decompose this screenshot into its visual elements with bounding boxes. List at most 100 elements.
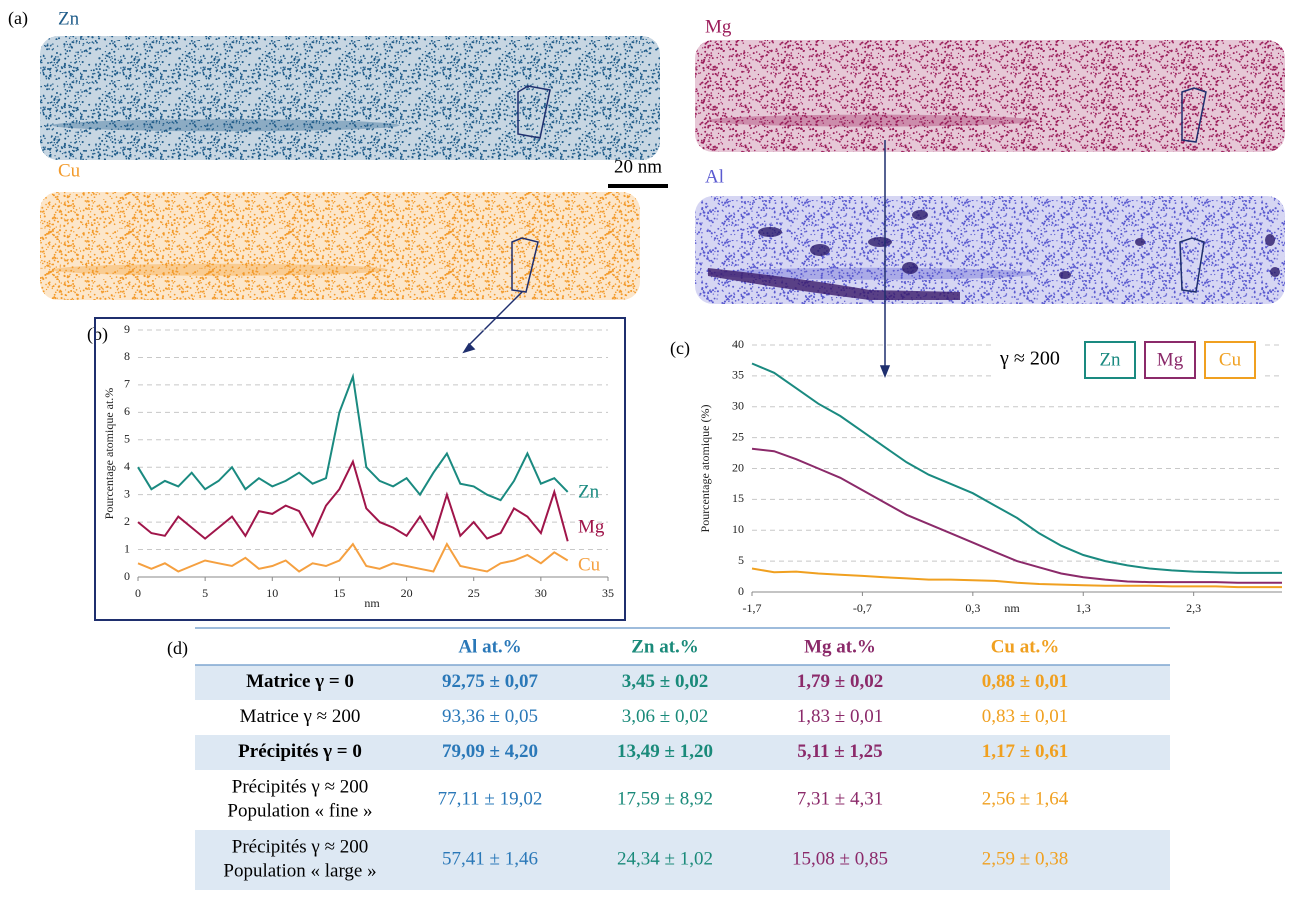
y-tick-label: 0	[124, 569, 130, 583]
series-line	[751, 362, 1282, 574]
column-header: Cu at.%	[991, 636, 1060, 657]
precipitate	[810, 244, 830, 256]
x-tick-label: 0	[135, 586, 141, 600]
table-cell: 3,45 ± 0,02	[622, 671, 708, 692]
x-tick-label: 35	[602, 586, 614, 600]
precipitate	[1270, 267, 1280, 277]
row-label: Précipités γ ≈ 200	[232, 776, 369, 797]
table-cell: 3,06 ± 0,02	[622, 706, 708, 727]
x-tick-label: -0,7	[853, 601, 872, 615]
table-cell: 15,08 ± 0,85	[792, 848, 888, 869]
legend-label: Zn	[578, 481, 600, 502]
map-label: Cu	[58, 160, 81, 181]
map-label: Al	[705, 166, 724, 187]
table-cell: 57,41 ± 1,46	[442, 848, 538, 869]
panel-frame	[94, 317, 626, 621]
y-tick-label: 1	[124, 541, 130, 555]
y-tick-label: 10	[732, 522, 744, 536]
table-cell: 5,11 ± 1,25	[797, 741, 882, 762]
y-tick-label: 35	[732, 368, 744, 382]
precipitate	[868, 237, 892, 247]
y-tick-label: 5	[738, 553, 744, 567]
x-tick-label: 25	[468, 586, 480, 600]
x-tick-label: 0,3	[965, 601, 980, 615]
precipitate	[758, 227, 782, 237]
y-tick-label: 9	[124, 322, 130, 336]
y-tick-label: 4	[124, 459, 130, 473]
y-axis-label: Pourcentage atomique at.%	[102, 388, 116, 520]
y-tick-label: 3	[124, 486, 130, 500]
table-cell: 17,59 ± 8,92	[617, 788, 713, 809]
x-tick-label: 20	[401, 586, 413, 600]
column-header: Zn at.%	[631, 636, 699, 657]
series-line	[751, 567, 1282, 589]
legend-swatch	[1144, 341, 1196, 379]
y-axis-label: Pourcentage atomique (%)	[698, 405, 712, 533]
table-cell: 1,83 ± 0,01	[797, 706, 883, 727]
y-tick-label: 5	[124, 432, 130, 446]
precipitate	[912, 210, 928, 220]
scale-bar-label: 20 nm	[614, 156, 662, 177]
table-cell: 2,59 ± 0,38	[982, 848, 1068, 869]
precipitate	[708, 268, 960, 300]
x-tick-label: 10	[266, 586, 278, 600]
arrows	[462, 140, 891, 379]
y-tick-label: 0	[738, 584, 744, 598]
column-header: Al at.%	[458, 636, 521, 657]
series-line	[137, 372, 569, 502]
y-tick-label: 2	[124, 514, 130, 528]
x-axis-label: nm	[1004, 601, 1020, 615]
table-cell: 93,36 ± 0,05	[442, 706, 538, 727]
atom-map	[40, 36, 660, 160]
y-tick-label: 7	[124, 377, 130, 391]
legend-swatch	[1204, 341, 1256, 379]
x-tick-label: 1,3	[1076, 601, 1091, 615]
x-tick-label: 2,3	[1186, 601, 1201, 615]
table-cell: 24,34 ± 1,02	[617, 848, 713, 869]
legend-label: Cu	[578, 554, 601, 575]
legend-label: Mg	[578, 516, 605, 537]
x-tick-label: -1,7	[743, 601, 762, 615]
y-tick-label: 6	[124, 404, 130, 418]
table-cell: 79,09 ± 4,20	[442, 741, 538, 762]
panel-label: (a)	[8, 8, 28, 29]
atom-map	[40, 192, 640, 300]
table-cell: 77,11 ± 19,02	[438, 788, 543, 809]
table-cell: 0,83 ± 0,01	[982, 706, 1068, 727]
precipitate	[1059, 271, 1071, 279]
atom-map	[695, 40, 1285, 152]
row-label: Population « large »	[223, 860, 376, 881]
atom-map-band	[52, 119, 400, 132]
row-shade	[195, 830, 1170, 890]
x-axis-label: nm	[364, 596, 380, 610]
atom-map	[695, 196, 1285, 304]
precipitate	[902, 262, 918, 274]
y-tick-label: 40	[732, 337, 744, 351]
legend-label: Mg	[1157, 349, 1184, 370]
precipitate	[1265, 234, 1275, 246]
row-shade	[195, 665, 1170, 700]
table-cell: 1,17 ± 0,61	[982, 741, 1068, 762]
panel-label: (b)	[87, 324, 108, 345]
row-label: Précipités γ ≈ 200	[232, 836, 369, 857]
table-cell: 1,79 ± 0,02	[797, 671, 883, 692]
series-line	[137, 458, 569, 542]
row-label: Matrice γ ≈ 200	[240, 706, 361, 727]
atom-map-band	[706, 114, 1038, 127]
map-label: Zn	[58, 8, 80, 29]
panel-label: (c)	[670, 338, 690, 359]
table-cell: 7,31 ± 4,31	[797, 788, 883, 809]
x-tick-label: 15	[333, 586, 345, 600]
legend-swatch	[1084, 341, 1136, 379]
table-cell: 13,49 ± 1,20	[617, 741, 713, 762]
series-line	[751, 447, 1282, 584]
table-cell: 0,88 ± 0,01	[982, 671, 1068, 692]
column-header: Mg at.%	[804, 636, 876, 657]
table-cell: 92,75 ± 0,07	[442, 671, 538, 692]
selection-boxes	[511, 85, 1207, 293]
legend-label: Zn	[1099, 349, 1121, 370]
row-label: Population « fine »	[227, 800, 372, 821]
legend-title: γ ≈ 200	[999, 348, 1060, 370]
y-tick-label: 15	[732, 491, 744, 505]
